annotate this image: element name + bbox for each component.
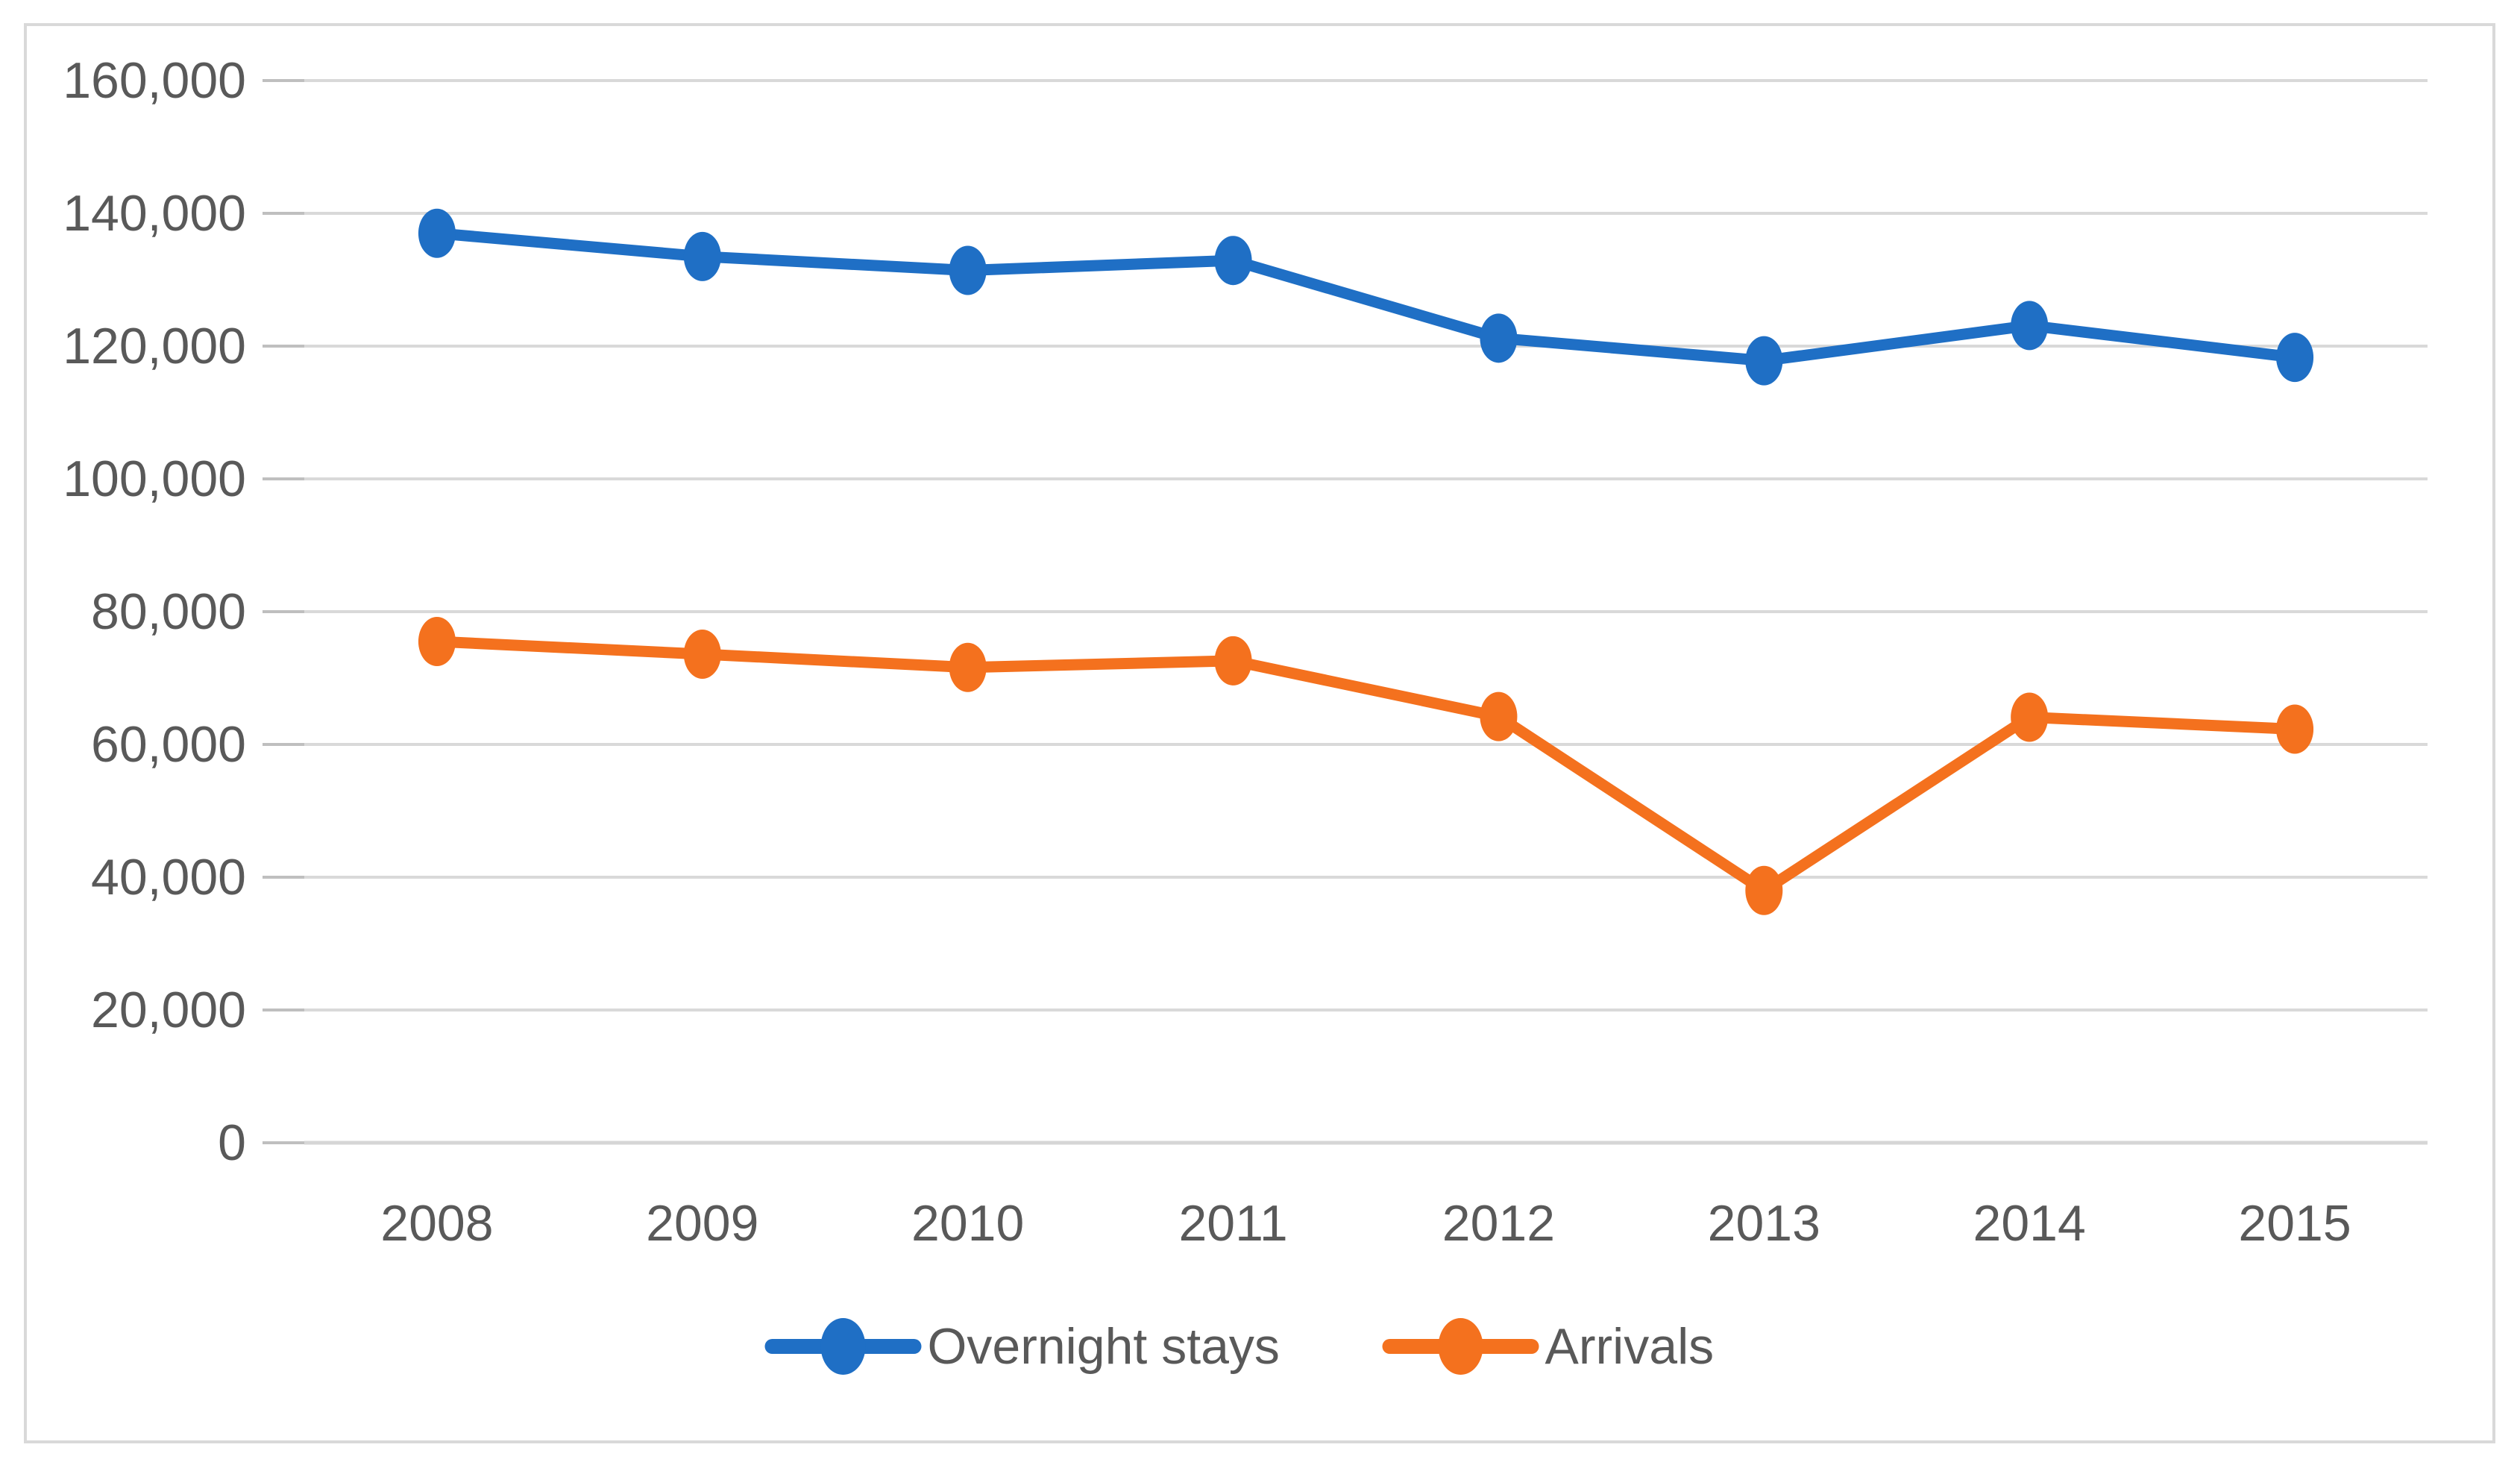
- data-point-marker-overnight-stays: [418, 208, 456, 258]
- data-point-marker-arrivals: [418, 617, 456, 667]
- y-tick-label: 40,000: [91, 849, 246, 906]
- data-point-marker-arrivals: [2011, 692, 2049, 742]
- y-tick-label: 20,000: [91, 982, 246, 1038]
- x-tick-label: 2013: [1708, 1195, 1820, 1252]
- y-tick-label: 100,000: [63, 451, 246, 507]
- x-tick-label: 2015: [2238, 1195, 2351, 1252]
- x-tick-label: 2008: [380, 1195, 493, 1252]
- data-point-marker-arrivals: [1745, 865, 1783, 915]
- data-point-marker-overnight-stays: [1214, 236, 1252, 286]
- data-point-marker-overnight-stays: [949, 245, 987, 295]
- legend-marker-swatch: [1438, 1318, 1483, 1375]
- data-point-marker-overnight-stays: [1745, 336, 1783, 386]
- data-point-marker-overnight-stays: [1480, 313, 1518, 363]
- series-line-overnight-stays: [431, 228, 2301, 367]
- data-point-marker-overnight-stays: [2276, 333, 2314, 383]
- x-tick-label: 2014: [1973, 1195, 2086, 1252]
- y-tick-label: 0: [218, 1114, 246, 1171]
- y-tick-label: 140,000: [63, 185, 246, 242]
- x-tick-label: 2010: [911, 1195, 1024, 1252]
- legend-label: Arrivals: [1545, 1318, 1715, 1375]
- chart-border: [24, 23, 2495, 1443]
- y-tick-label: 60,000: [91, 716, 246, 773]
- data-point-marker-arrivals: [2276, 704, 2314, 754]
- data-point-marker-arrivals: [1214, 636, 1252, 686]
- data-point-marker-arrivals: [1480, 691, 1518, 741]
- y-tick-label: 120,000: [63, 318, 246, 374]
- y-tick-label: 80,000: [91, 583, 246, 640]
- y-tick-label: 160,000: [63, 52, 246, 109]
- data-point-marker-overnight-stays: [2011, 301, 2049, 351]
- x-tick-label: 2011: [1178, 1195, 1287, 1252]
- data-point-marker-arrivals: [683, 629, 721, 679]
- data-point-marker-arrivals: [949, 642, 987, 692]
- x-tick-label: 2009: [646, 1195, 758, 1252]
- legend-label: Overnight stays: [928, 1318, 1280, 1375]
- x-tick-label: 2012: [1442, 1195, 1555, 1252]
- legend-marker-swatch: [820, 1318, 866, 1375]
- series-line-arrivals: [431, 636, 2301, 897]
- data-point-marker-overnight-stays: [683, 231, 721, 281]
